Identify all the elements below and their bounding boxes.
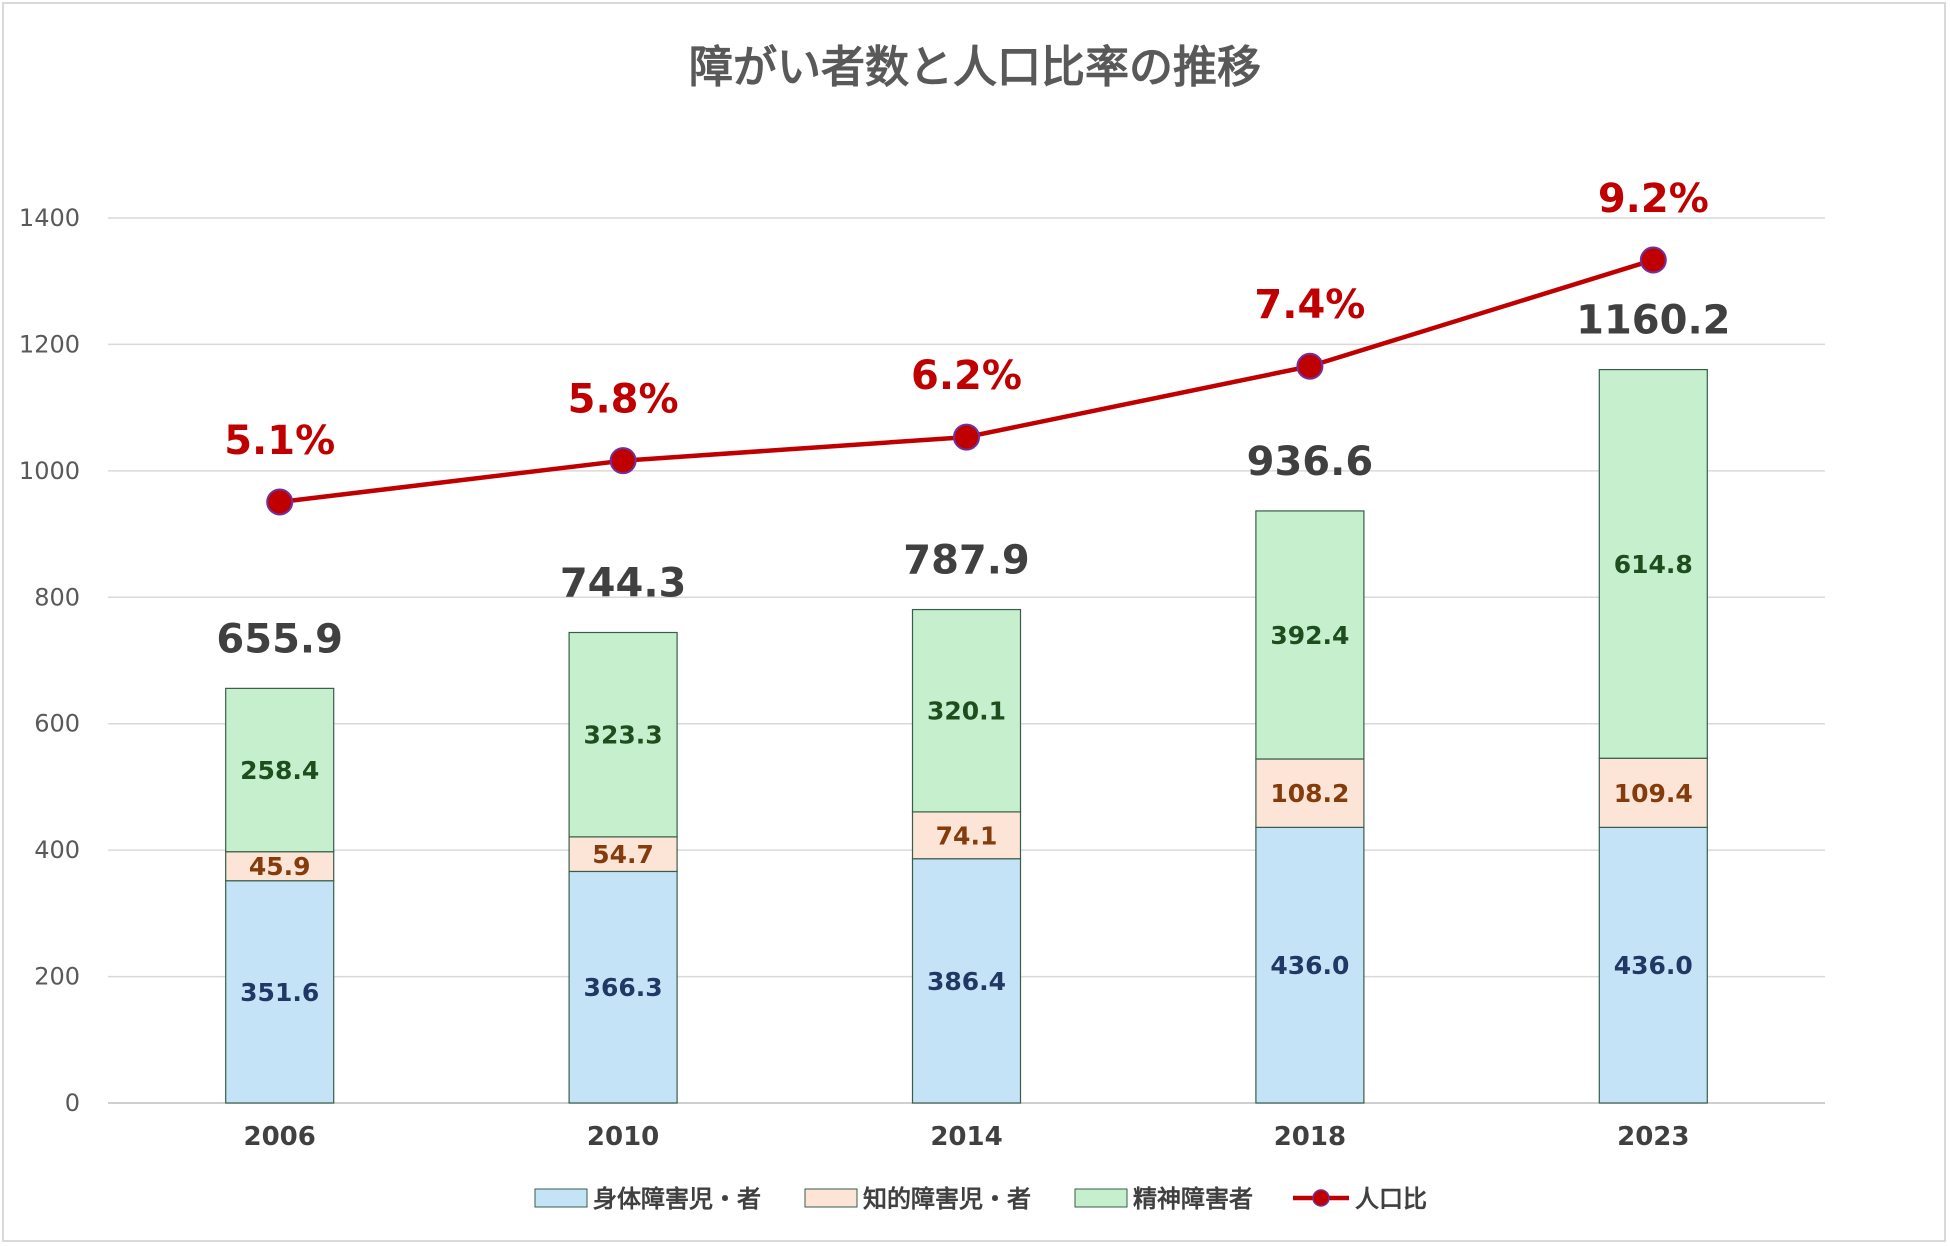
segment-label: 54.7 [592, 840, 654, 869]
segment-label: 45.9 [249, 852, 311, 881]
bar-segment [568, 631, 678, 838]
segment-label: 258.4 [240, 756, 319, 785]
legend-marker [1312, 1189, 1330, 1207]
segment-label: 614.8 [1614, 550, 1693, 579]
bar-segment [225, 687, 335, 853]
bar-segment [225, 880, 335, 1104]
total-label: 744.3 [560, 560, 687, 606]
ratio-point [266, 488, 294, 516]
segment-label: 436.0 [1614, 951, 1693, 980]
y-tick-label: 600 [34, 710, 80, 738]
segment-label: 74.1 [936, 821, 998, 850]
x-tick-label: 2014 [930, 1122, 1002, 1152]
legend-swatch [1074, 1188, 1128, 1208]
bar-segment [911, 858, 1022, 1104]
legend-label: 人口比 [1355, 1185, 1427, 1213]
legend-swatch [534, 1188, 588, 1208]
ratio-point [1296, 352, 1324, 380]
x-tick-label: 2018 [1274, 1122, 1346, 1152]
bar-segment [1598, 826, 1708, 1104]
y-tick-label: 400 [34, 836, 80, 864]
x-tick-label: 2023 [1617, 1122, 1689, 1152]
bars: 351.6 45.9 258.4 655.9 366.3 54.7 323.3 744.3 38… [216, 298, 1730, 1104]
ratio-label: 5.1% [224, 418, 335, 464]
total-label: 936.6 [1247, 439, 1374, 485]
segment-label: 323.3 [584, 721, 663, 750]
segment-label: 386.4 [927, 967, 1006, 996]
ratio-line: 5.1% 5.8% 6.2% 7.4% 9.2% [224, 176, 1709, 516]
segment-label: 392.4 [1270, 621, 1349, 650]
legend-swatch [804, 1188, 858, 1208]
bar-segment [911, 608, 1022, 813]
legend: 身体障害児・者 知的障害児・者 精神障害者 人口比 [534, 1185, 1427, 1213]
bar-segment [911, 811, 1022, 860]
bar-segment [568, 870, 678, 1104]
total-label: 787.9 [903, 538, 1030, 584]
y-tick-label: 1200 [19, 330, 80, 358]
segment-label: 320.1 [927, 697, 1006, 726]
ratio-label: 6.2% [911, 353, 1022, 399]
segment-label: 108.2 [1270, 779, 1349, 808]
ratio-label: 5.8% [568, 377, 679, 423]
segment-label: 366.3 [584, 973, 663, 1002]
gridlines [108, 217, 1825, 1104]
legend-label: 身体障害児・者 [593, 1185, 761, 1213]
bar-segment [1255, 510, 1365, 760]
chart-title: 障がい者数と人口比率の推移 [689, 42, 1261, 93]
y-tick-label: 0 [65, 1089, 80, 1117]
legend-label: 知的障害児・者 [863, 1185, 1031, 1213]
y-tick-label: 1400 [19, 204, 80, 232]
x-tick-label: 2006 [244, 1122, 316, 1152]
ratio-point [953, 423, 980, 451]
ratio-label: 9.2% [1598, 176, 1709, 222]
bar-segment [1598, 368, 1708, 759]
y-tick-label: 800 [34, 583, 80, 611]
y-axis: 0 200 400 600 800 1000 1200 1400 [19, 204, 80, 1117]
ratio-label: 7.4% [1254, 282, 1365, 328]
segment-label: 109.4 [1614, 779, 1693, 808]
bar-segment [1255, 758, 1365, 828]
segment-label: 436.0 [1270, 951, 1349, 980]
ratio-point [1639, 246, 1667, 274]
segment-label: 351.6 [240, 978, 319, 1007]
ratio-point [609, 447, 637, 475]
bar-segment [1255, 826, 1365, 1104]
legend-label: 精神障害者 [1133, 1185, 1253, 1213]
total-label: 1160.2 [1576, 298, 1730, 344]
bar-segment [225, 851, 335, 882]
y-tick-label: 1000 [19, 457, 80, 485]
total-label: 655.9 [216, 616, 343, 662]
x-axis: 2006 2010 2014 2018 2023 [244, 1122, 1690, 1152]
y-tick-label: 200 [34, 963, 80, 991]
x-tick-label: 2010 [587, 1122, 659, 1152]
